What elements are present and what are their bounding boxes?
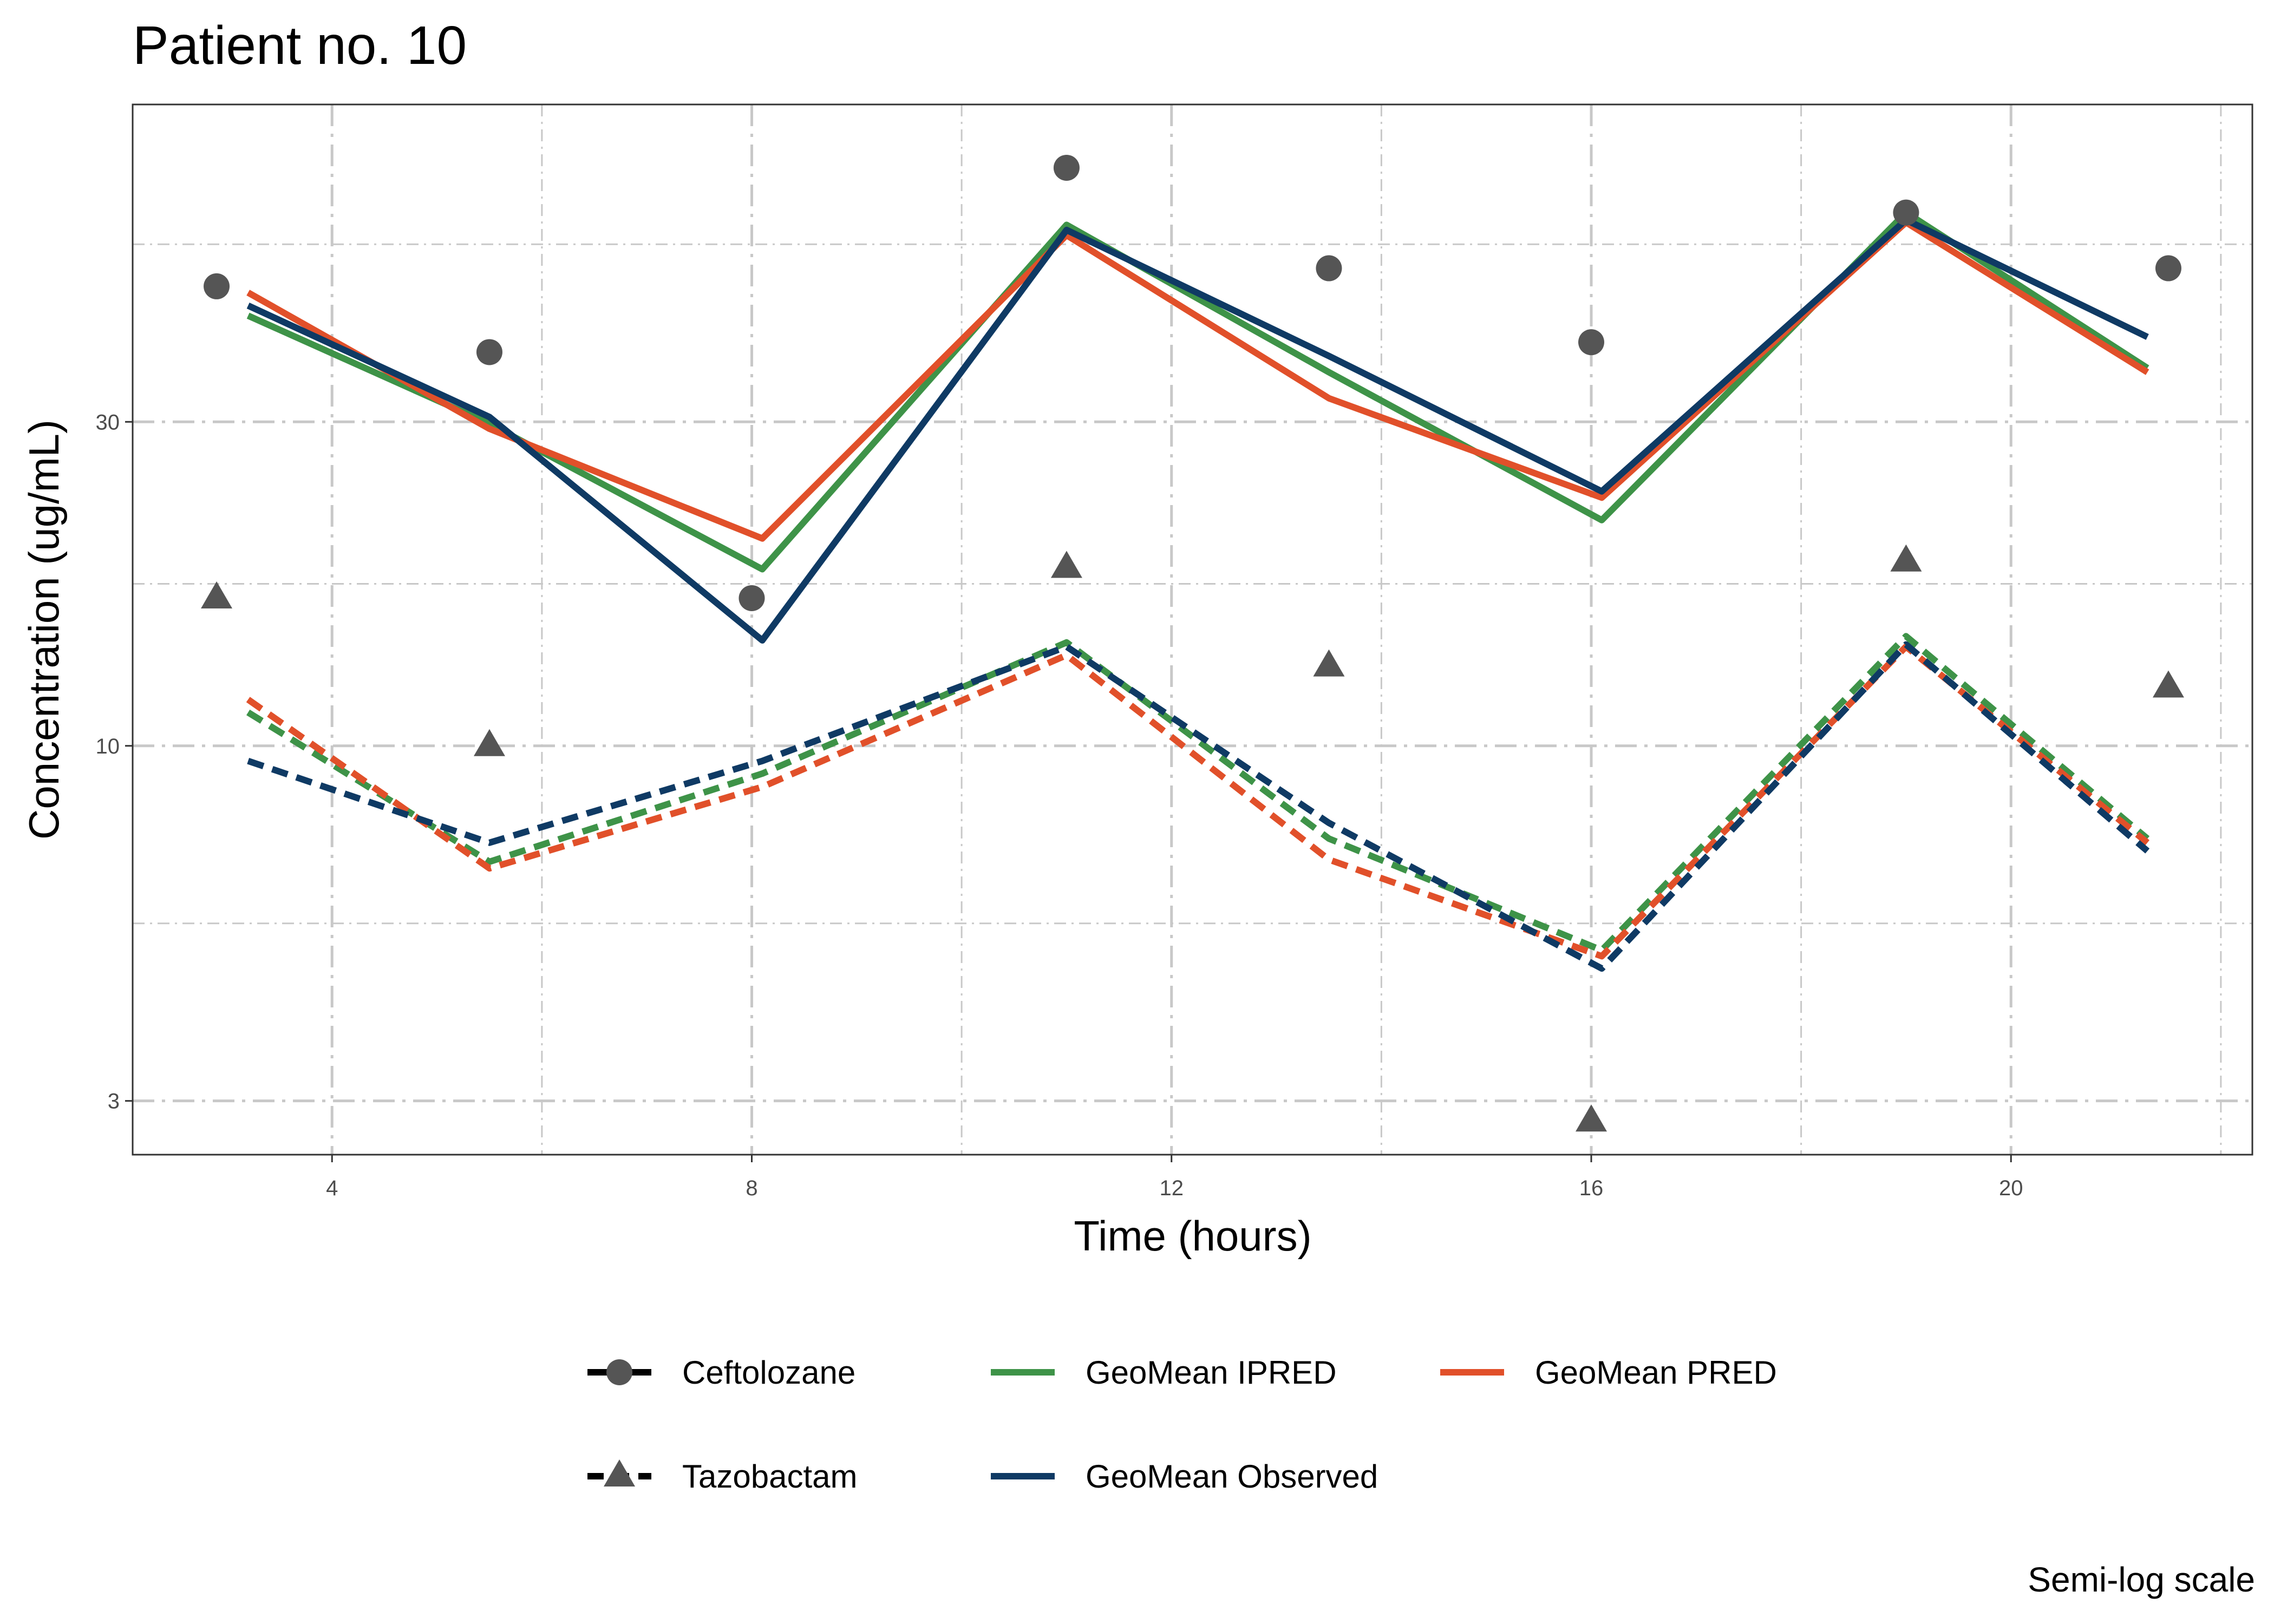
legend-key-circle bbox=[606, 1359, 632, 1385]
ceftolozane-point bbox=[739, 585, 765, 611]
legend-label: Ceftolozane bbox=[682, 1354, 855, 1391]
series-line-geomean-observed-ceftolozane bbox=[246, 217, 2149, 644]
ceftolozane-point bbox=[1578, 329, 1604, 356]
x-tick-label: 16 bbox=[1579, 1176, 1604, 1200]
legend-label: GeoMean PRED bbox=[1535, 1354, 1777, 1391]
y-axis-title: Concentration (ug/mL) bbox=[20, 420, 68, 840]
tazobactam-point bbox=[1313, 649, 1345, 677]
x-axis-title: Time (hours) bbox=[1074, 1212, 1311, 1260]
ceftolozane-point bbox=[1053, 154, 1080, 181]
ceftolozane-point bbox=[1893, 199, 1919, 226]
tazobactam-point bbox=[473, 729, 505, 756]
panel-border bbox=[132, 103, 2253, 1156]
ceftolozane-point bbox=[476, 339, 502, 365]
series-line-geomean-ipred-tazobactam bbox=[246, 633, 2150, 954]
legend-key-triangle bbox=[604, 1459, 635, 1487]
x-tick-label: 12 bbox=[1159, 1176, 1184, 1200]
tazobactam-point bbox=[1050, 551, 1082, 578]
y-tick-label: 3 bbox=[108, 1090, 120, 1114]
x-tick-label: 20 bbox=[1999, 1176, 2023, 1200]
x-tick-label: 4 bbox=[326, 1176, 338, 1200]
tazobactam-point bbox=[2152, 670, 2184, 698]
caption: Semi-log scale bbox=[2028, 1560, 2255, 1599]
legend-label: GeoMean Observed bbox=[1086, 1458, 1378, 1495]
chart-title: Patient no. 10 bbox=[133, 15, 467, 76]
x-tick-label: 8 bbox=[746, 1176, 757, 1200]
series-line-geomean-observed-tazobactam bbox=[247, 641, 2150, 972]
ceftolozane-point bbox=[2155, 255, 2181, 281]
y-tick-label: 10 bbox=[96, 735, 120, 758]
plot-area: 4 8 12 16 20 3 10 30 bbox=[96, 103, 2253, 1200]
ceftolozane-point bbox=[1316, 255, 1342, 281]
ceftolozane-point bbox=[204, 273, 230, 299]
tazobactam-point bbox=[1890, 544, 1922, 572]
legend: Ceftolozane GeoMean IPRED GeoMean PRED Tazo… bbox=[587, 1354, 1777, 1495]
series-line-geomean-pred-ceftolozane bbox=[246, 219, 2149, 542]
tazobactam-point bbox=[201, 581, 233, 608]
y-tick-label: 30 bbox=[96, 410, 120, 434]
legend-label: Tazobactam bbox=[682, 1458, 858, 1495]
legend-label: GeoMean IPRED bbox=[1086, 1354, 1337, 1391]
tazobactam-point bbox=[1575, 1104, 1607, 1132]
